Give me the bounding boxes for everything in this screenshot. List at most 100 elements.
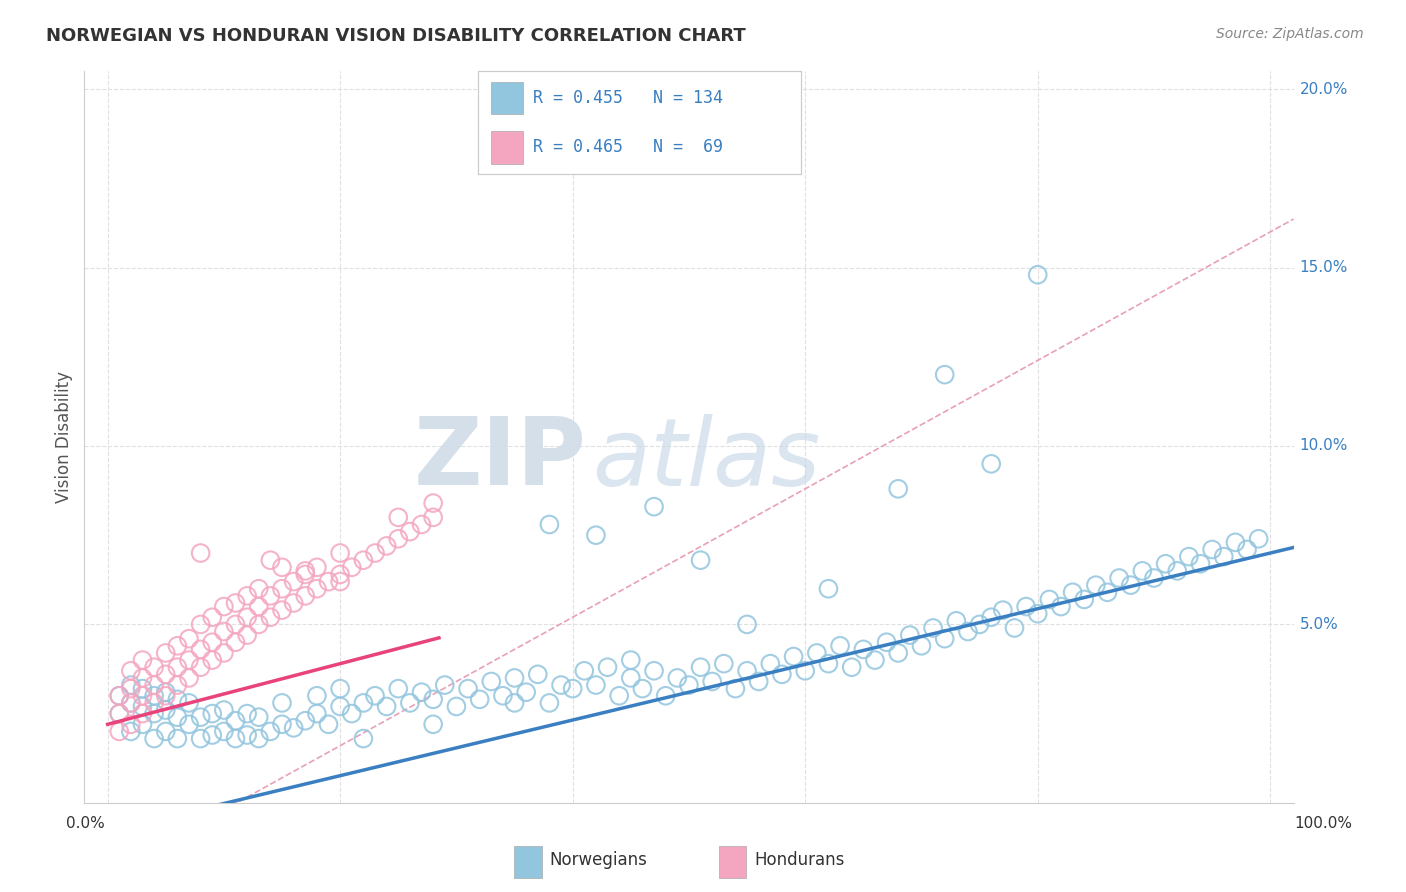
Text: ZIP: ZIP [413, 413, 586, 505]
Point [830, 639, 852, 653]
Point [1015, 599, 1038, 614]
Point [422, 717, 444, 731]
Point [479, 674, 502, 689]
Point [236, 610, 259, 624]
Text: 100.0%: 100.0% [1295, 816, 1353, 830]
Text: 10.0%: 10.0% [1299, 439, 1348, 453]
Text: NORWEGIAN VS HONDURAN VISION DISABILITY CORRELATION CHART: NORWEGIAN VS HONDURAN VISION DISABILITY … [46, 27, 747, 45]
Point [318, 574, 340, 589]
Point [305, 582, 328, 596]
Point [305, 706, 328, 721]
Point [190, 731, 212, 746]
Point [131, 706, 153, 721]
Point [120, 681, 142, 696]
Point [166, 692, 188, 706]
Point [177, 671, 200, 685]
Point [945, 614, 967, 628]
Point [538, 696, 561, 710]
Point [190, 642, 212, 657]
Point [492, 689, 515, 703]
Point [596, 660, 619, 674]
Point [318, 717, 340, 731]
Text: Hondurans: Hondurans [754, 851, 845, 870]
FancyBboxPatch shape [491, 131, 523, 163]
Point [247, 710, 270, 724]
Text: 0.0%: 0.0% [66, 816, 105, 830]
Point [806, 646, 828, 660]
Point [934, 368, 956, 382]
Point [155, 689, 177, 703]
Point [1097, 585, 1119, 599]
Point [190, 710, 212, 724]
Point [991, 603, 1014, 617]
Point [387, 681, 409, 696]
Point [225, 731, 247, 746]
Point [329, 681, 352, 696]
Point [155, 703, 177, 717]
Point [247, 599, 270, 614]
FancyBboxPatch shape [491, 82, 523, 114]
Point [143, 706, 166, 721]
Point [607, 689, 630, 703]
Point [177, 653, 200, 667]
Point [131, 689, 153, 703]
Point [225, 635, 247, 649]
Point [120, 696, 142, 710]
Point [817, 657, 839, 671]
Point [1026, 268, 1049, 282]
Point [689, 553, 711, 567]
Point [1084, 578, 1107, 592]
Point [225, 714, 247, 728]
Point [120, 696, 142, 710]
Point [969, 617, 991, 632]
Point [143, 731, 166, 746]
Point [956, 624, 979, 639]
Point [305, 689, 328, 703]
Text: R = 0.455   N = 134: R = 0.455 N = 134 [533, 89, 723, 107]
Point [1026, 607, 1049, 621]
Point [212, 599, 235, 614]
Point [468, 692, 491, 706]
Point [166, 660, 188, 674]
Point [1038, 592, 1060, 607]
Point [887, 646, 910, 660]
Point [1178, 549, 1201, 564]
Point [387, 532, 409, 546]
FancyBboxPatch shape [718, 846, 747, 878]
Point [538, 517, 561, 532]
Point [225, 596, 247, 610]
Point [422, 510, 444, 524]
Point [177, 632, 200, 646]
Point [1166, 564, 1188, 578]
Point [120, 664, 142, 678]
Point [259, 553, 281, 567]
Point [108, 689, 131, 703]
Point [225, 617, 247, 632]
Point [550, 678, 572, 692]
Point [131, 671, 153, 685]
Point [271, 560, 294, 574]
Point [108, 689, 131, 703]
Point [643, 664, 665, 678]
Point [1236, 542, 1258, 557]
Point [666, 671, 689, 685]
Point [247, 731, 270, 746]
Point [1212, 549, 1234, 564]
Point [294, 589, 316, 603]
Point [190, 546, 212, 560]
Point [108, 706, 131, 721]
Text: 20.0%: 20.0% [1299, 82, 1348, 96]
Point [375, 699, 398, 714]
Point [201, 706, 224, 721]
Point [340, 706, 363, 721]
Point [166, 678, 188, 692]
Point [155, 646, 177, 660]
Point [329, 699, 352, 714]
Point [166, 731, 188, 746]
Point [980, 610, 1002, 624]
Point [748, 674, 770, 689]
Point [283, 596, 305, 610]
Point [236, 728, 259, 742]
Text: Norwegians: Norwegians [550, 851, 647, 870]
Point [166, 639, 188, 653]
